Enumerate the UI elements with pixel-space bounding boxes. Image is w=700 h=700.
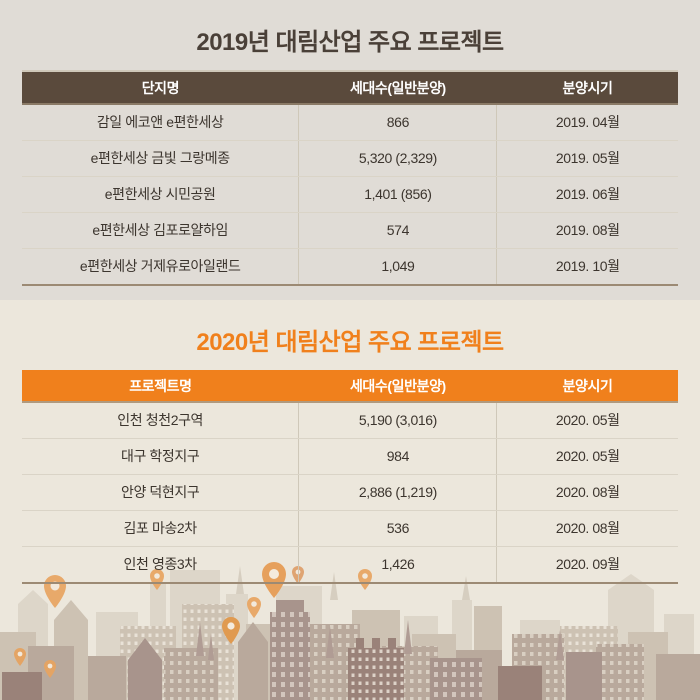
cell-units: 5,190 (3,016) — [298, 402, 498, 439]
table-row: e편한세상 거제유로아일랜드 1,049 2019. 10월 — [22, 248, 678, 284]
table-bottom-rule-2019 — [22, 284, 678, 286]
cell-date: 2019. 05월 — [496, 140, 678, 177]
cell-project-name: 인천 청천2구역 — [22, 402, 300, 439]
table-top-rule-2019 — [22, 70, 678, 72]
cell-project-name: 김포 마송2차 — [22, 510, 300, 547]
cell-date: 2020. 08월 — [496, 510, 678, 547]
cell-project-name: 인천 영종3차 — [22, 546, 300, 582]
table-row: 인천 영종3차 1,426 2020. 09월 — [22, 546, 678, 582]
cell-units: 866 — [298, 104, 498, 141]
table-row: e편한세상 시민공원 1,401 (856) 2019. 06월 — [22, 176, 678, 213]
section-2019: 2019년 대림산업 주요 프로젝트 단지명 세대수(일반분양) 분양시기 감일… — [0, 0, 700, 286]
cell-date: 2020. 05월 — [496, 438, 678, 475]
cell-project-name: 안양 덕현지구 — [22, 474, 300, 511]
cell-units: 536 — [298, 510, 498, 547]
cell-project-name: e편한세상 김포로얄하임 — [22, 212, 300, 249]
table-row: 안양 덕현지구 2,886 (1,219) 2020. 08월 — [22, 474, 678, 511]
cell-date: 2019. 06월 — [496, 176, 678, 213]
section-2020: 2020년 대림산업 주요 프로젝트 프로젝트명 세대수(일반분양) 분양시기 … — [0, 300, 700, 584]
cell-units: 1,401 (856) — [298, 176, 498, 213]
cell-date: 2019. 08월 — [496, 212, 678, 249]
table-bottom-rule-2020 — [22, 582, 678, 584]
column-header-units: 세대수(일반분양) — [298, 370, 497, 402]
column-header-name: 단지명 — [22, 72, 299, 104]
page-title-2019: 2019년 대림산업 주요 프로젝트 — [196, 29, 504, 56]
table-header-row-2020: 프로젝트명 세대수(일반분양) 분양시기 — [22, 370, 678, 402]
table-row: 대구 학정지구 984 2020. 05월 — [22, 438, 678, 475]
cell-units: 2,886 (1,219) — [298, 474, 498, 511]
table-2020: 프로젝트명 세대수(일반분양) 분양시기 인천 청천2구역 5,190 (3,0… — [22, 370, 678, 582]
cell-date: 2020. 05월 — [496, 402, 678, 439]
cell-units: 574 — [298, 212, 498, 249]
table-wrap-2019: 단지명 세대수(일반분양) 분양시기 감일 에코앤 e편한세상 866 2019… — [22, 70, 678, 286]
cell-project-name: 감일 에코앤 e편한세상 — [22, 104, 300, 141]
cell-units: 1,049 — [298, 248, 498, 284]
cell-units: 1,426 — [298, 546, 498, 582]
table-header-row-2019: 단지명 세대수(일반분양) 분양시기 — [22, 72, 678, 104]
page-title-2020: 2020년 대림산업 주요 프로젝트 — [196, 329, 504, 356]
table-row: 김포 마송2차 536 2020. 08월 — [22, 510, 678, 547]
cell-project-name: e편한세상 거제유로아일랜드 — [22, 248, 300, 284]
cell-date: 2020. 08월 — [496, 474, 678, 511]
table-2019: 단지명 세대수(일반분양) 분양시기 감일 에코앤 e편한세상 866 2019… — [22, 72, 678, 284]
cell-units: 984 — [298, 438, 498, 475]
table-row: 인천 청천2구역 5,190 (3,016) 2020. 05월 — [22, 402, 678, 439]
cell-units: 5,320 (2,329) — [298, 140, 498, 177]
column-header-date: 분양시기 — [496, 370, 678, 402]
cell-date: 2019. 10월 — [555, 258, 620, 275]
cell-date: 2020. 09월 — [555, 556, 620, 573]
column-header-date: 분양시기 — [496, 72, 678, 104]
table-row: e편한세상 김포로얄하임 574 2019. 08월 — [22, 212, 678, 249]
table-wrap-2020: 프로젝트명 세대수(일반분양) 분양시기 인천 청천2구역 5,190 (3,0… — [22, 370, 678, 584]
cell-date: 2019. 04월 — [496, 104, 678, 141]
table-row: 감일 에코앤 e편한세상 866 2019. 04월 — [22, 104, 678, 141]
column-header-units: 세대수(일반분양) — [298, 72, 497, 104]
cell-project-name: e편한세상 금빛 그랑메종 — [22, 140, 300, 177]
column-header-name: 프로젝트명 — [22, 370, 299, 402]
table-row: e편한세상 금빛 그랑메종 5,320 (2,329) 2019. 05월 — [22, 140, 678, 177]
cell-project-name: e편한세상 시민공원 — [22, 176, 300, 213]
cell-project-name: 대구 학정지구 — [22, 438, 300, 475]
